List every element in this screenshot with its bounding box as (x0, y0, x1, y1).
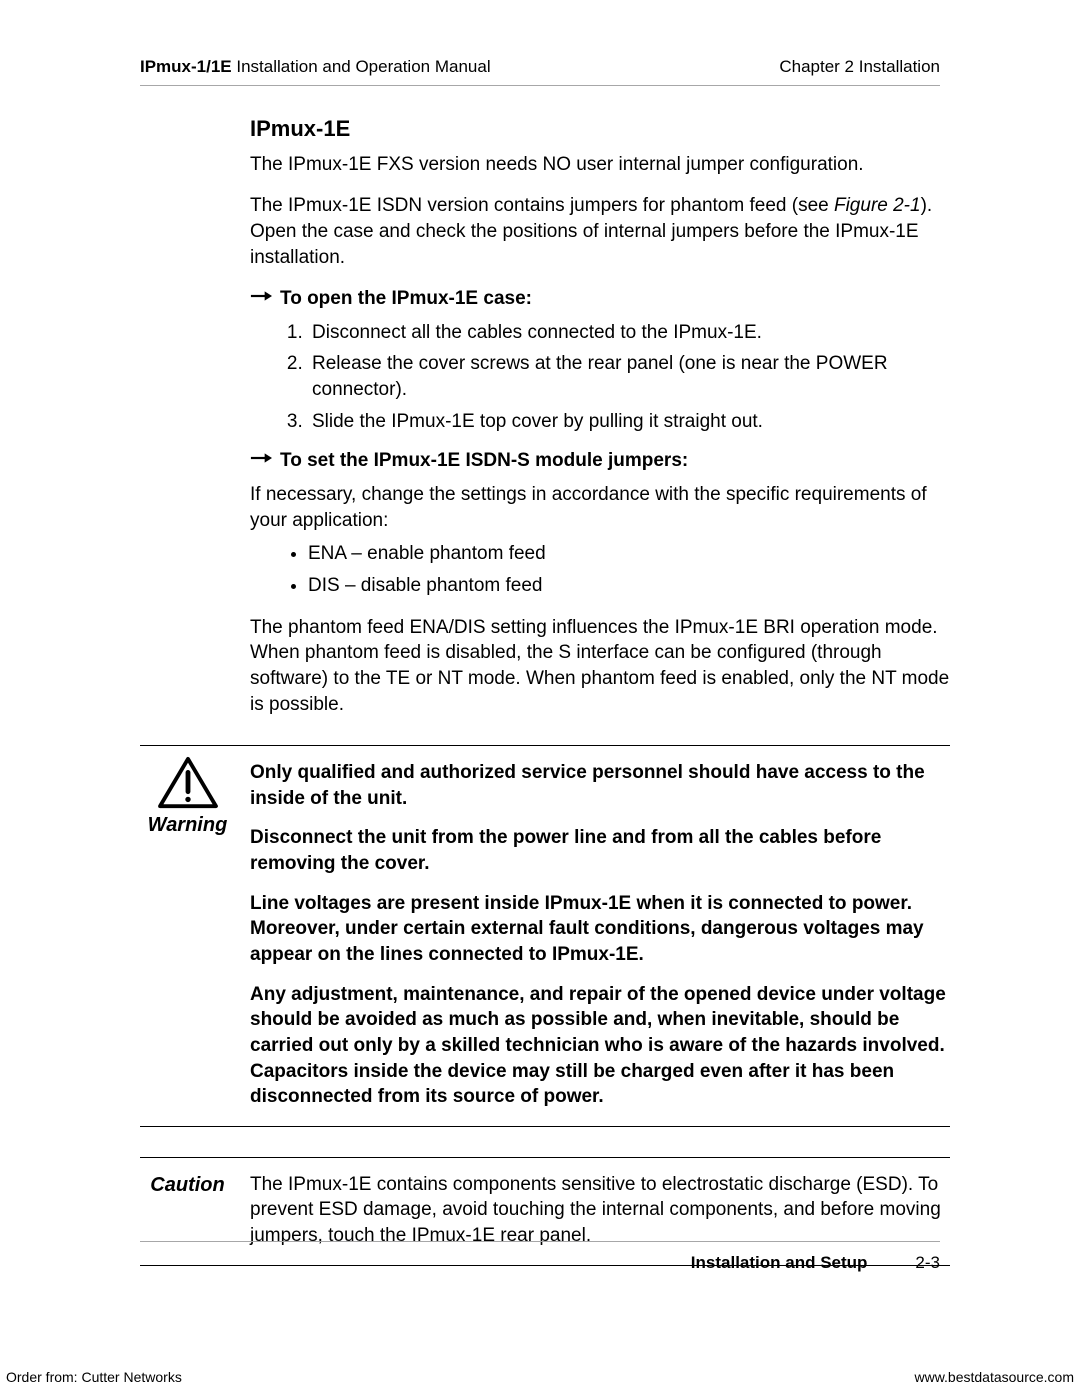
manual-title-rest: Installation and Operation Manual (232, 57, 491, 76)
footer-page-number: 2-3 (915, 1252, 940, 1275)
paragraph: The phantom feed ENA/DIS setting influen… (250, 615, 950, 718)
warning-triangle-icon (157, 756, 219, 810)
caution-label-text: Caution (140, 1172, 235, 1199)
paragraph: If necessary, change the settings in acc… (250, 482, 950, 533)
warning-label-text: Warning (140, 812, 235, 839)
warning-paragraph: Only qualified and authorized service pe… (250, 760, 950, 811)
caution-paragraph: The IPmux-1E contains components sensiti… (250, 1172, 950, 1249)
header-chapter: Chapter 2 Installation (779, 56, 940, 79)
page-header: IPmux-1/1E Installation and Operation Ma… (140, 56, 940, 86)
manual-title-bold: IPmux-1/1E (140, 57, 232, 76)
step-item: Release the cover screws at the rear pan… (308, 351, 950, 402)
warning-paragraph: Disconnect the unit from the power line … (250, 825, 950, 876)
warning-paragraph: Any adjustment, maintenance, and repair … (250, 982, 950, 1110)
warning-label-column: Warning (140, 756, 235, 839)
subfooter-left: Order from: Cutter Networks (6, 1368, 182, 1387)
warning-callout: Warning Only qualified and authorized se… (140, 745, 950, 1127)
manual-page: IPmux-1/1E Installation and Operation Ma… (0, 0, 1080, 1397)
arrow-icon (250, 450, 272, 466)
procedure-title: To open the IPmux-1E case: (250, 286, 950, 312)
arrow-icon (250, 288, 272, 304)
procedure-title: To set the IPmux-1E ISDN-S module jumper… (250, 448, 950, 474)
footer-section-title: Installation and Setup (691, 1252, 868, 1275)
figure-reference: Figure 2-1 (834, 195, 921, 216)
subfooter-right: www.bestdatasource.com (914, 1368, 1074, 1387)
bullet-list: ENA – enable phantom feed DIS – disable … (250, 541, 950, 598)
caution-label-column: Caution (140, 1172, 235, 1199)
page-footer: Installation and Setup 2-3 (140, 1241, 940, 1275)
content-column: IPmux-1E The IPmux-1E FXS version needs … (250, 114, 950, 717)
warning-paragraph: Line voltages are present inside IPmux-1… (250, 891, 950, 968)
step-item: Disconnect all the cables connected to t… (308, 320, 950, 346)
bullet-item: DIS – disable phantom feed (308, 573, 950, 599)
procedure-title-text: To open the IPmux-1E case: (280, 288, 532, 309)
paragraph: The IPmux-1E ISDN version contains jumpe… (250, 193, 950, 270)
para-text: The IPmux-1E ISDN version contains jumpe… (250, 195, 834, 216)
procedure-steps: Disconnect all the cables connected to t… (250, 320, 950, 435)
procedure-title-text: To set the IPmux-1E ISDN-S module jumper… (280, 450, 688, 471)
step-item: Slide the IPmux-1E top cover by pulling … (308, 409, 950, 435)
sub-footer: Order from: Cutter Networks www.bestdata… (6, 1368, 1074, 1387)
paragraph: The IPmux-1E FXS version needs NO user i… (250, 152, 950, 178)
section-heading: IPmux-1E (250, 114, 950, 144)
header-left: IPmux-1/1E Installation and Operation Ma… (140, 56, 491, 79)
bullet-item: ENA – enable phantom feed (308, 541, 950, 567)
